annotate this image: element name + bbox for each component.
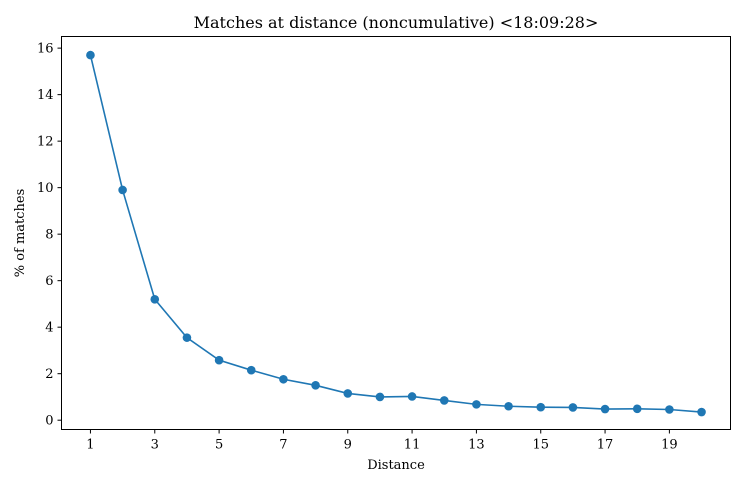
x-tick-label: 19: [661, 438, 678, 453]
data-point: [568, 403, 578, 412]
y-tick-label: 14: [37, 88, 54, 103]
y-tick-label: 16: [37, 42, 54, 57]
data-point: [536, 402, 546, 412]
data-point: [150, 294, 160, 304]
y-tick-label: 6: [45, 274, 53, 289]
x-tick-label: 7: [279, 438, 287, 453]
x-axis-label: Distance: [367, 458, 425, 473]
data-point: [343, 389, 353, 398]
data-point: [439, 396, 449, 405]
data-point: [311, 381, 320, 390]
data-point: [504, 401, 513, 411]
y-axis-label: % of matches: [13, 189, 28, 278]
y-tick-label: 4: [45, 321, 53, 336]
x-tick-label: 11: [404, 438, 421, 453]
data-point: [375, 392, 385, 402]
y-tick-label: 0: [45, 414, 53, 429]
data-point: [246, 365, 256, 375]
plot-frame: [61, 36, 731, 430]
x-tick-label: 13: [468, 438, 485, 453]
series-line: [89, 54, 702, 413]
data-point: [279, 374, 288, 384]
x-tick-label: 3: [151, 438, 159, 453]
data-point: [600, 404, 610, 414]
data-point: [472, 400, 481, 409]
x-tick-label: 5: [215, 438, 223, 453]
chart-title: Matches at distance (noncumulative) <18:…: [194, 13, 599, 32]
data-point: [407, 392, 417, 401]
x-tick-label: 9: [344, 438, 352, 453]
data-point: [182, 333, 192, 342]
data-point: [632, 404, 642, 414]
x-tick-label: 17: [597, 438, 614, 453]
data-point: [118, 185, 127, 195]
y-tick-label: 2: [45, 367, 53, 382]
x-tick-label: 1: [86, 438, 94, 453]
y-tick-label: 12: [37, 135, 54, 150]
data-point: [86, 50, 95, 60]
data-point: [665, 405, 674, 414]
y-axis: 0 2 4 6 8 10 12 14 16: [37, 42, 62, 429]
y-tick-label: 10: [37, 181, 54, 196]
series-layer: [86, 50, 706, 417]
data-point: [697, 407, 706, 417]
x-tick-label: 15: [532, 438, 549, 453]
x-axis: 1 3 5 7 9 11 13 15 17 19: [86, 429, 678, 453]
data-point: [214, 355, 224, 365]
y-tick-label: 8: [45, 228, 53, 243]
